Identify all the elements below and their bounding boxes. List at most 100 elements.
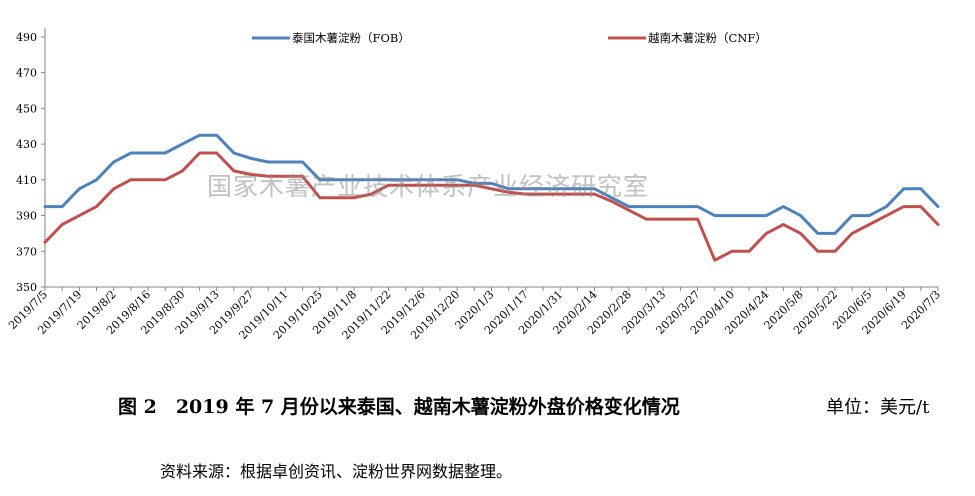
series-points-vietnam bbox=[44, 152, 939, 261]
data-point bbox=[559, 188, 561, 190]
series-points-thailand bbox=[44, 134, 939, 234]
data-point bbox=[559, 193, 561, 195]
y-tick-label: 450 bbox=[16, 102, 37, 115]
data-point bbox=[439, 179, 441, 181]
data-point bbox=[216, 134, 218, 136]
data-point bbox=[319, 197, 321, 199]
data-point bbox=[508, 188, 510, 190]
data-point bbox=[662, 218, 664, 220]
data-point bbox=[851, 232, 853, 234]
legend: 泰国木薯淀粉（FOB） 越南木薯淀粉（CNF） bbox=[252, 31, 767, 45]
legend-label-thailand: 泰国木薯淀粉（FOB） bbox=[292, 31, 410, 45]
y-tick-label: 410 bbox=[16, 174, 37, 187]
data-point bbox=[233, 170, 235, 172]
data-point bbox=[405, 179, 407, 181]
data-point bbox=[868, 215, 870, 217]
price-line-chart: 350 370 390 410 430 450 470 490 2019/7/52019/7/… bbox=[6, 28, 943, 342]
data-point bbox=[593, 188, 596, 190]
data-point bbox=[336, 179, 338, 181]
data-point bbox=[920, 206, 922, 208]
data-point bbox=[387, 179, 390, 181]
data-point bbox=[765, 232, 767, 234]
data-point bbox=[336, 197, 338, 199]
data-point bbox=[61, 206, 63, 208]
data-point bbox=[95, 179, 98, 181]
data-point bbox=[765, 215, 767, 217]
y-tick-label: 470 bbox=[16, 67, 37, 80]
y-tick-label: 370 bbox=[16, 245, 37, 258]
data-point bbox=[885, 206, 888, 208]
data-point bbox=[267, 175, 269, 177]
data-point bbox=[611, 200, 613, 202]
data-point bbox=[113, 188, 115, 190]
figure-title: 图 2 2019 年 7 月份以来泰国、越南木薯淀粉外盘价格变化情况 bbox=[118, 396, 680, 418]
data-point bbox=[422, 179, 424, 181]
data-point bbox=[937, 223, 939, 226]
data-point bbox=[714, 215, 716, 217]
data-point bbox=[439, 184, 441, 186]
data-point bbox=[731, 215, 733, 217]
data-point bbox=[834, 232, 836, 234]
data-point bbox=[78, 188, 80, 190]
data-point bbox=[181, 170, 183, 172]
data-point bbox=[593, 193, 596, 195]
data-point bbox=[147, 179, 149, 181]
data-point bbox=[61, 223, 63, 226]
legend-item-thailand: 泰国木薯淀粉（FOB） bbox=[252, 31, 410, 45]
data-point bbox=[782, 223, 785, 226]
data-point bbox=[216, 152, 218, 154]
data-point bbox=[645, 218, 647, 220]
data-point bbox=[370, 179, 372, 181]
data-point bbox=[508, 191, 510, 193]
data-point bbox=[473, 182, 475, 184]
data-point bbox=[697, 206, 699, 208]
data-point bbox=[95, 206, 98, 208]
data-point bbox=[78, 215, 80, 217]
data-point bbox=[302, 161, 304, 163]
data-point bbox=[353, 179, 355, 181]
data-point bbox=[44, 206, 46, 208]
y-tick-label: 490 bbox=[16, 31, 37, 44]
data-point bbox=[199, 134, 201, 136]
data-point bbox=[817, 250, 819, 252]
data-point bbox=[851, 215, 853, 217]
data-point bbox=[576, 188, 579, 190]
data-point bbox=[147, 152, 149, 154]
data-point bbox=[542, 193, 544, 195]
data-point bbox=[490, 188, 493, 190]
data-point bbox=[181, 143, 183, 145]
figure-caption: 图 2 2019 年 7 月份以来泰国、越南木薯淀粉外盘价格变化情况 单位：美元… bbox=[0, 392, 975, 426]
data-point bbox=[250, 173, 252, 176]
data-point bbox=[679, 206, 682, 208]
x-axis: 2019/7/52019/7/192019/8/22019/8/162019/8… bbox=[6, 286, 943, 342]
data-point bbox=[782, 206, 785, 208]
data-point bbox=[800, 232, 802, 234]
data-point bbox=[868, 223, 870, 226]
legend-label-vietnam: 越南木薯淀粉（CNF） bbox=[648, 31, 767, 45]
data-point bbox=[628, 209, 630, 211]
data-point bbox=[319, 179, 321, 181]
data-point bbox=[611, 197, 613, 199]
data-point bbox=[679, 218, 682, 220]
data-point bbox=[164, 152, 166, 154]
data-point bbox=[628, 206, 630, 208]
data-point bbox=[473, 184, 475, 186]
data-point bbox=[525, 193, 527, 195]
legend-item-vietnam: 越南木薯淀粉（CNF） bbox=[608, 31, 767, 45]
data-point bbox=[387, 184, 390, 186]
data-point bbox=[920, 188, 922, 190]
unit-label: 单位：美元/t bbox=[826, 397, 930, 418]
data-point bbox=[714, 259, 716, 261]
data-point bbox=[422, 184, 424, 186]
data-point bbox=[576, 193, 579, 195]
data-point bbox=[525, 188, 527, 190]
data-point bbox=[731, 250, 733, 252]
data-point bbox=[542, 188, 544, 190]
y-tick-label: 390 bbox=[16, 210, 37, 223]
data-point bbox=[233, 152, 235, 154]
data-point bbox=[267, 161, 269, 163]
data-point bbox=[370, 193, 372, 195]
data-point bbox=[748, 250, 750, 252]
y-axis: 350 370 390 410 430 450 470 490 bbox=[16, 28, 46, 294]
data-point bbox=[44, 241, 46, 243]
